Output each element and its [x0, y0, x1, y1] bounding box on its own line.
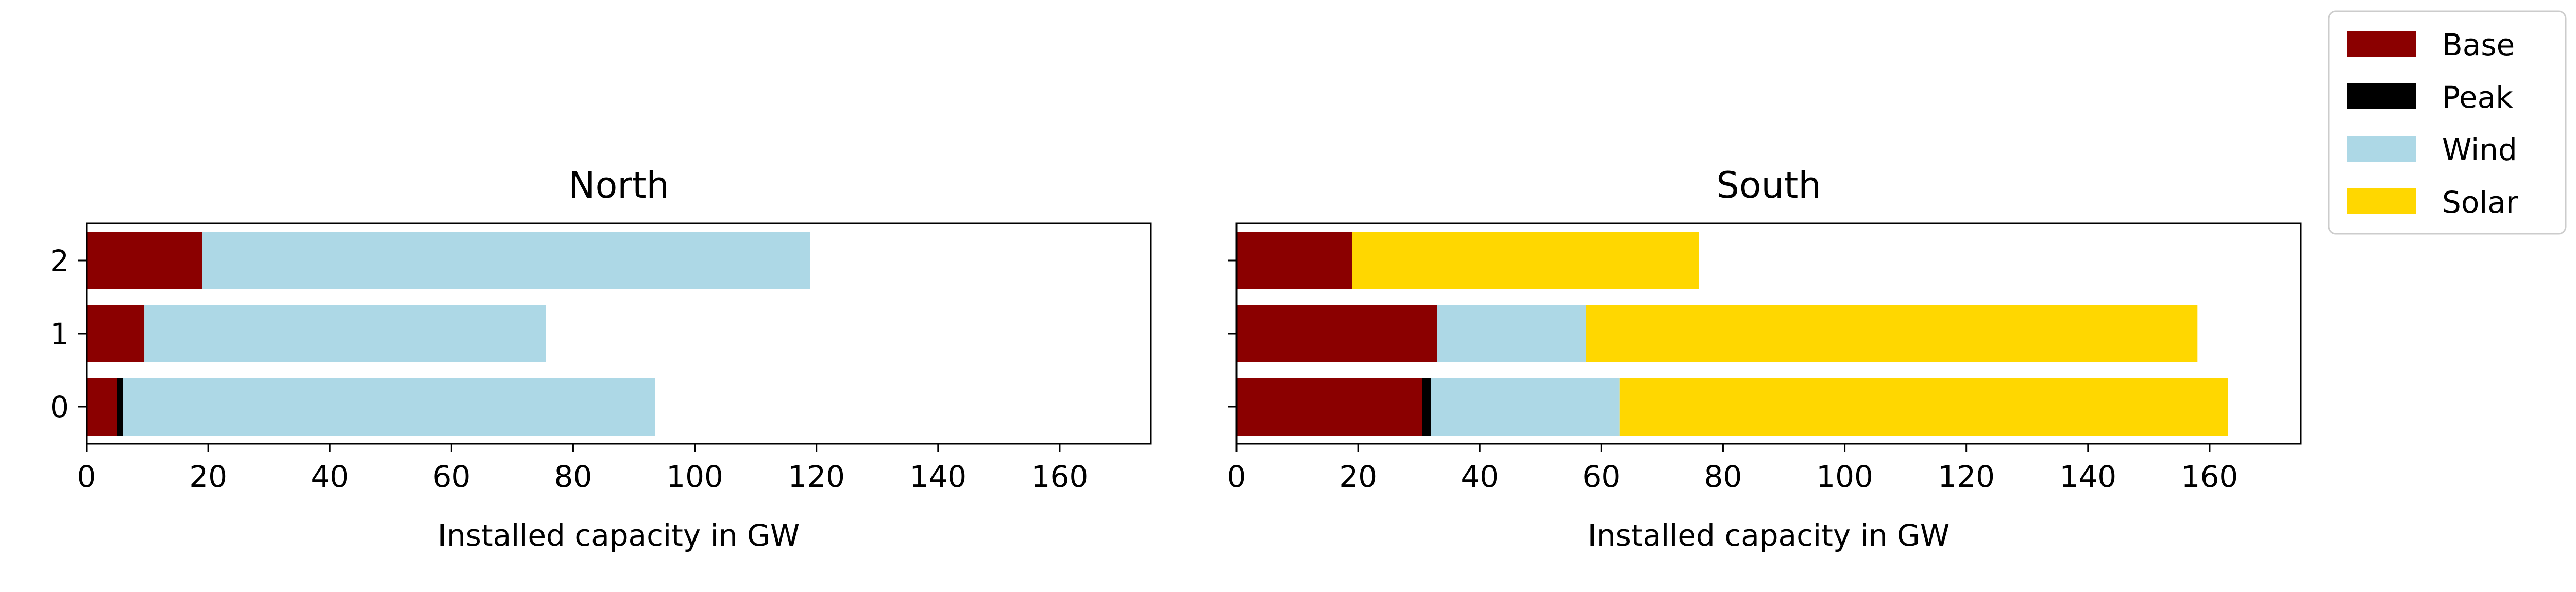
- x-tick-label: 120: [1938, 459, 1995, 494]
- x-axis-label: Installed capacity in GW: [1588, 518, 1950, 553]
- bar-peak-0: [117, 378, 123, 436]
- bar-base-2: [87, 232, 202, 289]
- x-tick-label: 40: [311, 459, 349, 494]
- x-tick-label: 100: [666, 459, 723, 494]
- x-tick-label: 80: [554, 459, 592, 494]
- legend-swatch-solar: [2347, 188, 2416, 214]
- bar-base-1: [1236, 305, 1437, 362]
- bar-wind-0: [123, 378, 655, 436]
- x-tick-label: 160: [1031, 459, 1089, 494]
- legend-swatch-base: [2347, 31, 2416, 57]
- bar-solar-0: [1619, 378, 2228, 436]
- bar-solar-2: [1352, 232, 1699, 289]
- panel-title: South: [1716, 164, 1821, 206]
- x-tick-label: 140: [2059, 459, 2116, 494]
- x-tick-label: 100: [1816, 459, 1873, 494]
- bar-wind-2: [202, 232, 810, 289]
- y-tick-label: 2: [50, 243, 69, 278]
- legend-frame: [2328, 10, 2567, 235]
- x-axis-label: Installed capacity in GW: [438, 518, 800, 553]
- legend-label-solar: Solar: [2442, 185, 2518, 220]
- y-tick-label: 0: [50, 390, 69, 425]
- legend-label-base: Base: [2442, 27, 2515, 62]
- x-tick-label: 60: [1582, 459, 1620, 494]
- north-panel: 0 20 40 60 80 100 120 140 160 0 1 2 North Installed c…: [50, 164, 1152, 553]
- x-tick-label: 120: [788, 459, 845, 494]
- legend: Base Peak Wind Solar: [2328, 10, 2567, 235]
- bar-wind-1: [144, 305, 546, 362]
- bar-wind-1: [1437, 305, 1586, 362]
- bar-base-1: [87, 305, 145, 362]
- bar-peak-0: [1422, 378, 1431, 436]
- x-tick-label: 20: [1339, 459, 1377, 494]
- y-tick-label: 1: [50, 317, 69, 352]
- x-tick-label: 20: [189, 459, 227, 494]
- x-tick-label: 0: [77, 459, 96, 494]
- legend-swatch-wind: [2347, 136, 2416, 162]
- legend-label-peak: Peak: [2442, 80, 2513, 115]
- bar-solar-1: [1586, 305, 2198, 362]
- bar-wind-0: [1431, 378, 1620, 436]
- x-tick-label: 140: [909, 459, 967, 494]
- x-tick-label: 160: [2181, 459, 2239, 494]
- x-tick-label: 40: [1461, 459, 1499, 494]
- x-tick-label: 80: [1704, 459, 1742, 494]
- bar-base-2: [1236, 232, 1352, 289]
- x-tick-label: 60: [432, 459, 470, 494]
- x-tick-label: 0: [1227, 459, 1246, 494]
- south-panel: 0 20 40 60 80 100 120 140 160 South Installed capa…: [1227, 164, 2302, 553]
- panel-title: North: [568, 164, 669, 206]
- bar-base-0: [87, 378, 117, 436]
- bar-base-0: [1236, 378, 1422, 436]
- legend-swatch-peak: [2347, 83, 2416, 109]
- legend-label-wind: Wind: [2442, 132, 2517, 167]
